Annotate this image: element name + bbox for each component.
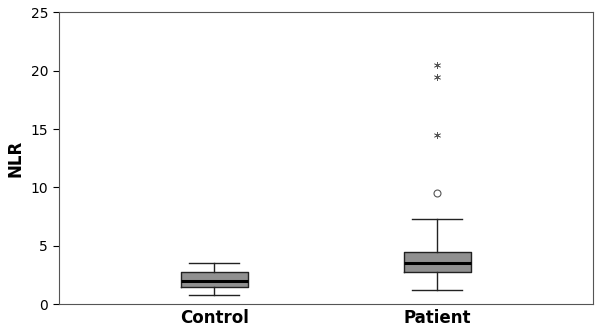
Y-axis label: NLR: NLR: [7, 140, 25, 177]
